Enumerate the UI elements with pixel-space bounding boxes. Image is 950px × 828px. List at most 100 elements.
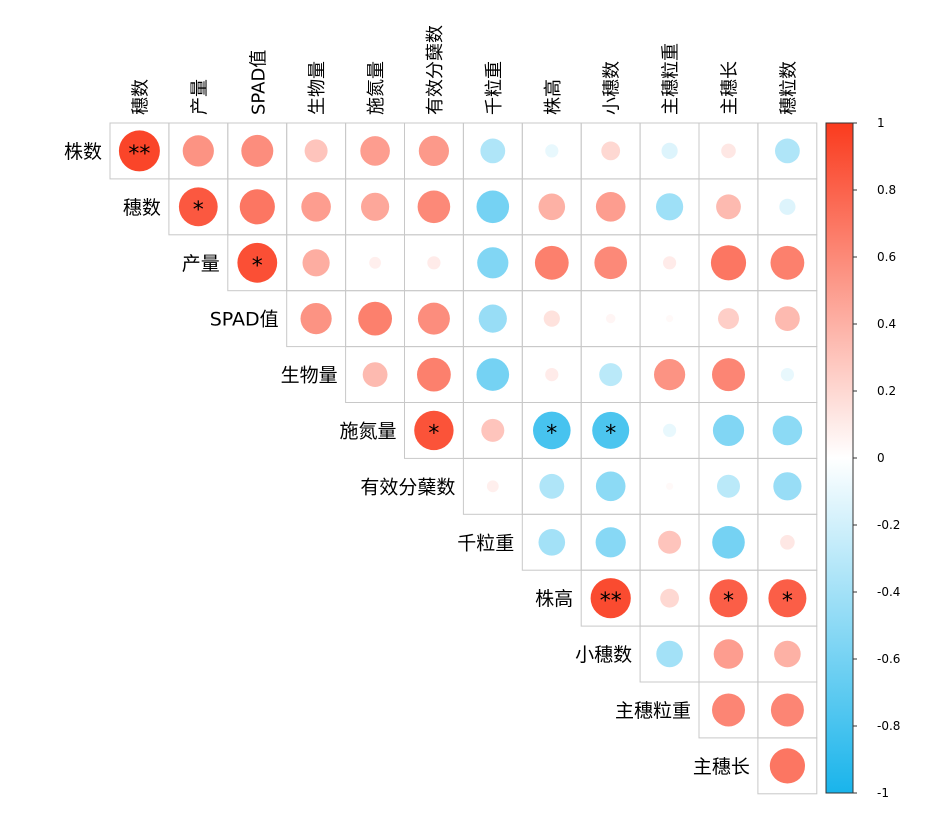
significance-mark: ** [128, 142, 150, 167]
corr-circle-穗数-有效分蘖数 [417, 190, 451, 224]
corr-circle-主穗粒重-主穗长 [712, 693, 745, 727]
corr-circle-株数-施氮量 [360, 136, 390, 166]
corr-circle-SPAD值-千粒重 [478, 304, 507, 333]
row-label: 小穗数 [575, 644, 632, 666]
column-label: 千粒重 [484, 61, 505, 115]
row-label: 株数 [64, 141, 102, 163]
corr-circle-产量-穗粒数 [770, 245, 805, 280]
color-legend: 1 0.8 0.6 0.4 0.2 0 -0.2 -0.4 -0.6 -0.8 -1 [825, 116, 900, 800]
row-label: 主穗长 [693, 756, 750, 778]
corr-circle-株数-SPAD值 [241, 134, 274, 167]
significance-marks: ***** * *** * * [128, 142, 793, 614]
column-label: 主穗粒重 [661, 43, 682, 115]
row-label: 千粒重 [457, 532, 514, 554]
corr-circle-小穗数-主穗长 [713, 639, 744, 669]
corr-circle-株高-主穗粒重 [660, 588, 679, 608]
color-legend-tick-label: 0.8 [877, 183, 896, 197]
corr-circle-产量-株高 [534, 245, 569, 280]
corr-circle-株数-生物量 [304, 139, 328, 163]
color-legend-tick-label: 1 [877, 116, 885, 130]
corr-circle-生物量-千粒重 [476, 358, 510, 391]
corr-circle-株高-穗粒数 [768, 579, 807, 618]
row-label: 生物量 [281, 365, 338, 387]
corr-circle-生物量-穗粒数 [780, 368, 795, 382]
corr-circle-SPAD值-小穗数 [606, 313, 616, 324]
corr-circle-有效分蘖数-千粒重 [486, 480, 499, 493]
significance-mark: * [252, 254, 263, 279]
corr-circle-生物量-施氮量 [362, 362, 388, 387]
corr-circle-产量-主穗长 [710, 245, 747, 281]
corr-circle-施氮量-穗粒数 [772, 415, 803, 446]
corr-circle-千粒重-主穗长 [712, 526, 745, 559]
correlation-circles [118, 130, 807, 784]
corr-circle-产量-千粒重 [477, 247, 509, 279]
corr-circle-有效分蘖数-主穗粒重 [666, 482, 674, 490]
column-label: 穗粒数 [778, 61, 799, 115]
corr-circle-施氮量-主穗长 [712, 414, 745, 446]
corr-circle-株数-主穗长 [721, 143, 736, 159]
grid-cell [757, 737, 818, 795]
color-legend-tick-label: 0.2 [877, 384, 896, 398]
significance-mark: * [428, 421, 439, 446]
significance-mark: * [605, 421, 616, 446]
corr-circle-株高-主穗长 [709, 579, 748, 618]
corr-circle-产量-SPAD值 [237, 242, 278, 283]
corr-circle-生物量-主穗长 [712, 358, 745, 392]
color-legend-tick-label: 0.6 [877, 250, 896, 264]
corr-circle-穗数-小穗数 [595, 192, 626, 222]
corr-circle-穗数-主穗长 [716, 194, 741, 220]
corr-circle-主穗长-穗粒数 [769, 748, 806, 784]
corr-circle-穗数-SPAD值 [239, 189, 275, 225]
corr-circle-株数-小穗数 [601, 141, 621, 161]
corr-circle-SPAD值-株高 [543, 310, 560, 327]
corr-circle-株数-千粒重 [480, 138, 506, 164]
corr-circle-千粒重-主穗粒重 [658, 530, 682, 554]
corr-circle-SPAD值-主穗长 [718, 308, 739, 330]
corr-circle-施氮量-有效分蘖数 [414, 410, 454, 451]
grid [109, 122, 818, 795]
column-label: 有效分蘖数 [425, 25, 446, 115]
corr-circle-株数-穗数 [118, 130, 160, 172]
corr-circle-产量-施氮量 [369, 256, 381, 269]
corr-circle-株数-主穗粒重 [661, 142, 678, 159]
corr-circle-生物量-主穗粒重 [654, 359, 686, 391]
corr-circle-千粒重-小穗数 [595, 527, 626, 558]
color-legend-tick-label: -1 [877, 786, 889, 800]
corr-circle-产量-有效分蘖数 [427, 256, 441, 270]
row-label: 穗数 [123, 197, 161, 219]
corr-circle-施氮量-株高 [533, 411, 571, 450]
corr-circle-穗数-千粒重 [476, 190, 510, 224]
corr-circle-产量-小穗数 [594, 246, 627, 280]
column-label: 施氮量 [366, 61, 387, 115]
color-legend-tick-label: 0 [877, 451, 885, 465]
corr-circle-SPAD值-有效分蘖数 [417, 302, 450, 335]
significance-mark: * [723, 589, 734, 614]
color-legend-tick-label: -0.6 [877, 652, 900, 666]
corr-circle-施氮量-千粒重 [481, 418, 505, 442]
significance-mark: * [782, 589, 793, 614]
corr-circle-穗数-株高 [538, 193, 566, 221]
corr-circle-株高-小穗数 [590, 578, 631, 619]
corr-circle-SPAD值-穗粒数 [775, 306, 800, 331]
color-legend-tick-label: -0.2 [877, 518, 900, 532]
column-label: SPAD值 [248, 50, 269, 115]
corr-circle-穗数-穗粒数 [779, 198, 796, 215]
color-legend-tick-label: -0.8 [877, 719, 900, 733]
corr-circle-SPAD值-生物量 [300, 303, 332, 335]
column-label: 生物量 [307, 61, 328, 115]
corr-circle-株数-穗粒数 [775, 138, 800, 164]
corr-circle-主穗粒重-穗粒数 [770, 693, 804, 727]
color-legend-tick-label: -0.4 [877, 585, 900, 599]
row-label: 株高 [535, 588, 573, 610]
column-label: 株高 [543, 79, 564, 115]
significance-mark: * [193, 198, 204, 223]
corr-circle-有效分蘖数-主穗长 [717, 474, 740, 498]
color-legend-tick-label: 0.4 [877, 317, 896, 331]
column-labels: 穗数 产量 SPAD值 生物量 施氮量 有效分蘖数 千粒重 株高 小穗数 主穗粒重 主穗长 穗粒数 [130, 25, 799, 115]
corr-circle-有效分蘖数-穗粒数 [773, 472, 802, 501]
row-label: 产量 [182, 253, 220, 275]
corr-circle-SPAD值-施氮量 [358, 301, 392, 336]
corr-circle-穗数-主穗粒重 [656, 193, 684, 221]
